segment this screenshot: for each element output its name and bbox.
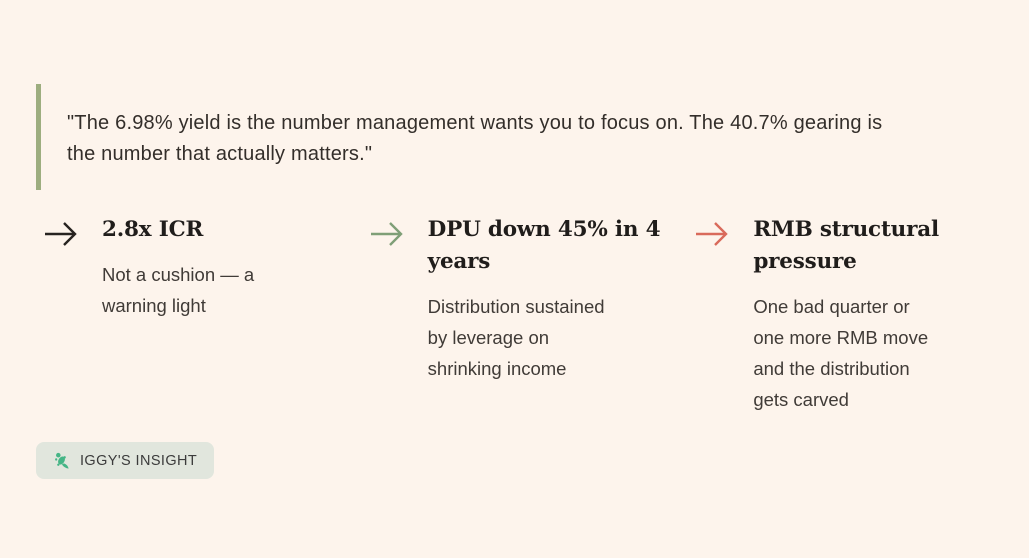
insight-content: RMB structural pressure One bad quarter … [753, 214, 993, 415]
insight-description: Not a cushion — a warning light [102, 264, 255, 316]
insight-title: DPU down 45% in 4 years [427, 217, 661, 274]
insight-item-rmb: RMB structural pressure One bad quarter … [687, 214, 993, 415]
insight-content: 2.8x ICR Not a cushion — a warning light [102, 214, 342, 321]
pull-quote: "The 6.98% yield is the number managemen… [36, 84, 996, 190]
insight-title: RMB structural pressure [753, 217, 939, 274]
insights-row: 2.8x ICR Not a cushion — a warning light… [36, 214, 993, 415]
lizard-icon [53, 452, 70, 469]
insight-description: Distribution sustained by leverage on sh… [427, 296, 605, 379]
badge-label: IGGY'S INSIGHT [80, 452, 198, 469]
iggys-insight-badge[interactable]: IGGY'S INSIGHT [36, 442, 215, 479]
insight-item-dpu: DPU down 45% in 4 years Distribution sus… [362, 214, 668, 415]
insight-content: DPU down 45% in 4 years Distribution sus… [428, 214, 668, 384]
arrow-right-icon [44, 220, 78, 253]
arrow-right-icon [695, 220, 729, 253]
arrow-right-icon [370, 220, 404, 253]
insight-title: 2.8x ICR [102, 217, 204, 242]
pull-quote-text: "The 6.98% yield is the number managemen… [67, 112, 883, 165]
insight-item-icr: 2.8x ICR Not a cushion — a warning light [36, 214, 342, 415]
insight-description: One bad quarter or one more RMB move and… [753, 296, 929, 410]
